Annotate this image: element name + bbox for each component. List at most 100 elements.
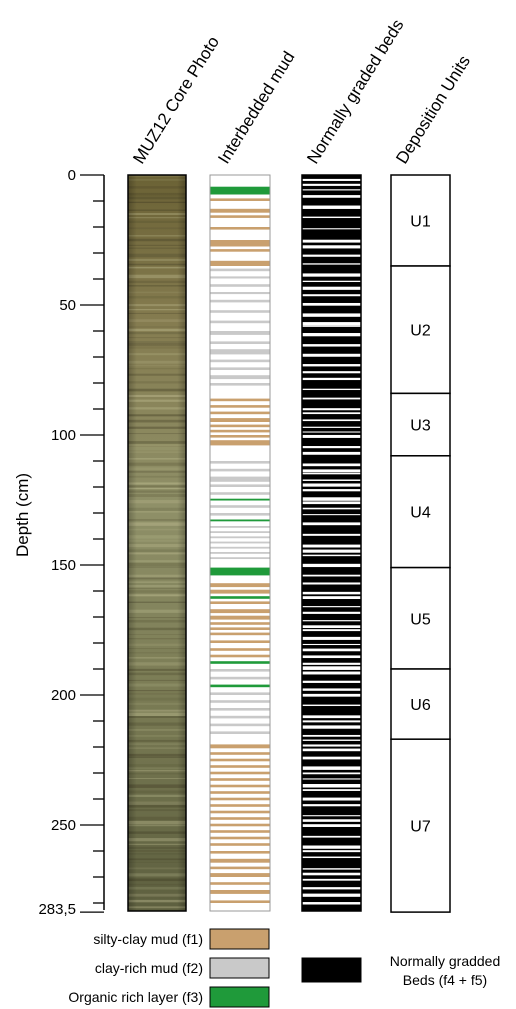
- mud-layer-silty: [210, 440, 270, 446]
- mud-layer-silty: [210, 771, 270, 775]
- mud-layer-clay: [210, 331, 270, 335]
- graded-bed-gap: [302, 189, 361, 191]
- mud-layer-clay: [210, 692, 270, 695]
- graded-bed-gap: [302, 845, 361, 849]
- core-photo-frame: [127, 174, 187, 912]
- graded-bed-gap: [302, 178, 361, 181]
- graded-bed-gap: [302, 611, 361, 614]
- legend-swatch-graded: [301, 957, 362, 983]
- graded-bed-gap: [302, 797, 361, 801]
- mud-layer-clay: [210, 349, 270, 355]
- mud-layer-silty: [210, 648, 270, 651]
- mud-layer-clay: [210, 359, 270, 363]
- mud-layer-silty: [210, 858, 270, 863]
- mud-layer-clay: [210, 700, 270, 703]
- graded-bed-gap: [302, 344, 361, 347]
- mud-layer-organic: [210, 596, 270, 599]
- legend-label-clay: clay-rich mud (f2): [95, 960, 203, 976]
- graded-bed-gap: [302, 507, 361, 510]
- graded-bed-gap: [302, 479, 361, 481]
- graded-bed-gap: [302, 325, 361, 327]
- mud-layer-silty: [210, 836, 270, 840]
- mud-layer-silty: [210, 583, 270, 588]
- deposition-units-column: U1 U2 U3 U4 U5 U6 U7: [390, 174, 451, 913]
- graded-bed-gap: [302, 744, 361, 747]
- mud-layer-clay: [210, 552, 270, 554]
- graded-bed-gap: [302, 582, 361, 585]
- graded-bed-gap: [302, 497, 361, 501]
- graded-bed-gap: [302, 273, 361, 277]
- graded-bed-gap: [302, 688, 361, 691]
- legend-swatch-silty: [209, 928, 270, 950]
- mud-layer-silty: [210, 424, 270, 428]
- graded-bed-gap: [302, 574, 361, 577]
- unit-box-u2: [390, 265, 451, 395]
- mud-layer-silty: [210, 640, 270, 643]
- graded-bed-gap: [302, 620, 361, 622]
- graded-bed-gap: [302, 666, 361, 670]
- mud-layer-clay: [210, 310, 270, 313]
- graded-bed-gap: [302, 636, 361, 640]
- graded-bed-gap: [302, 371, 361, 374]
- graded-bed-gap: [302, 693, 361, 697]
- mud-layer-organic: [210, 498, 270, 501]
- mud-layer-silty: [210, 765, 270, 768]
- graded-bed-gap: [302, 353, 361, 357]
- graded-bed-gap: [302, 671, 361, 675]
- graded-bed-gap: [302, 245, 361, 249]
- graded-bed-gap: [302, 426, 361, 428]
- graded-bed-gap: [302, 412, 361, 415]
- mud-layer-silty: [210, 208, 270, 213]
- graded-bed-gap: [302, 704, 361, 707]
- tick-label-250: 250: [51, 817, 76, 834]
- graded-bed-gap: [302, 489, 361, 492]
- mud-layer-clay: [210, 731, 270, 734]
- mud-layer-clay: [210, 367, 270, 370]
- graded-bed-gap: [302, 183, 361, 186]
- tick-label-200: 200: [51, 687, 76, 704]
- mud-layer-silty: [210, 817, 270, 820]
- mud-layer-clay: [210, 284, 270, 287]
- unit-label-u3: U3: [410, 418, 431, 435]
- mud-layer-clay: [210, 375, 270, 380]
- graded-bed-gap: [302, 554, 361, 557]
- depth-axis: 0 50 100 150 200 250 283,5 Depth (cm): [13, 167, 105, 918]
- unit-box-u7: [390, 738, 451, 913]
- graded-bed-gap: [302, 606, 361, 608]
- mud-layer-silty: [210, 411, 270, 415]
- mud-layer-silty: [210, 900, 270, 903]
- unit-box-u4: [390, 455, 451, 569]
- mud-layer-silty: [210, 758, 270, 762]
- mud-layer-clay: [210, 505, 270, 508]
- graded-bed-gap: [302, 544, 361, 548]
- mud-layer-silty: [210, 810, 270, 814]
- tick-label-150: 150: [51, 557, 76, 574]
- mud-layer-silty: [210, 890, 270, 894]
- unit-label-u2: U2: [410, 323, 431, 340]
- mud-layer-clay: [210, 484, 270, 487]
- unit-label-u5: U5: [410, 611, 431, 628]
- mud-layer-organic: [210, 519, 270, 522]
- tick-label-max: 283,5: [38, 901, 76, 918]
- graded-bed-gap: [302, 294, 361, 297]
- mud-layer-silty: [210, 632, 270, 636]
- graded-bed-gap: [302, 514, 361, 516]
- mud-layer-clay: [210, 320, 270, 324]
- graded-bed-gap: [302, 313, 361, 317]
- mud-layer-silty: [210, 851, 270, 854]
- graded-bed-gap: [302, 205, 361, 209]
- mud-layer-clay: [210, 557, 270, 560]
- graded-bed-gap: [302, 739, 361, 741]
- mud-layer-silty: [210, 601, 270, 604]
- graded-bed-gap: [302, 756, 361, 760]
- graded-bed-gap: [302, 648, 361, 652]
- core-photo-column: [127, 174, 187, 912]
- graded-bed-gaps: [302, 178, 361, 905]
- graded-bed-gap: [302, 893, 361, 897]
- mud-layer-clay: [210, 708, 270, 711]
- mud-layer-clay: [210, 541, 270, 544]
- mud-layer-clay: [210, 468, 270, 472]
- unit-box-u3: [390, 392, 451, 457]
- graded-bed-gap: [302, 228, 361, 230]
